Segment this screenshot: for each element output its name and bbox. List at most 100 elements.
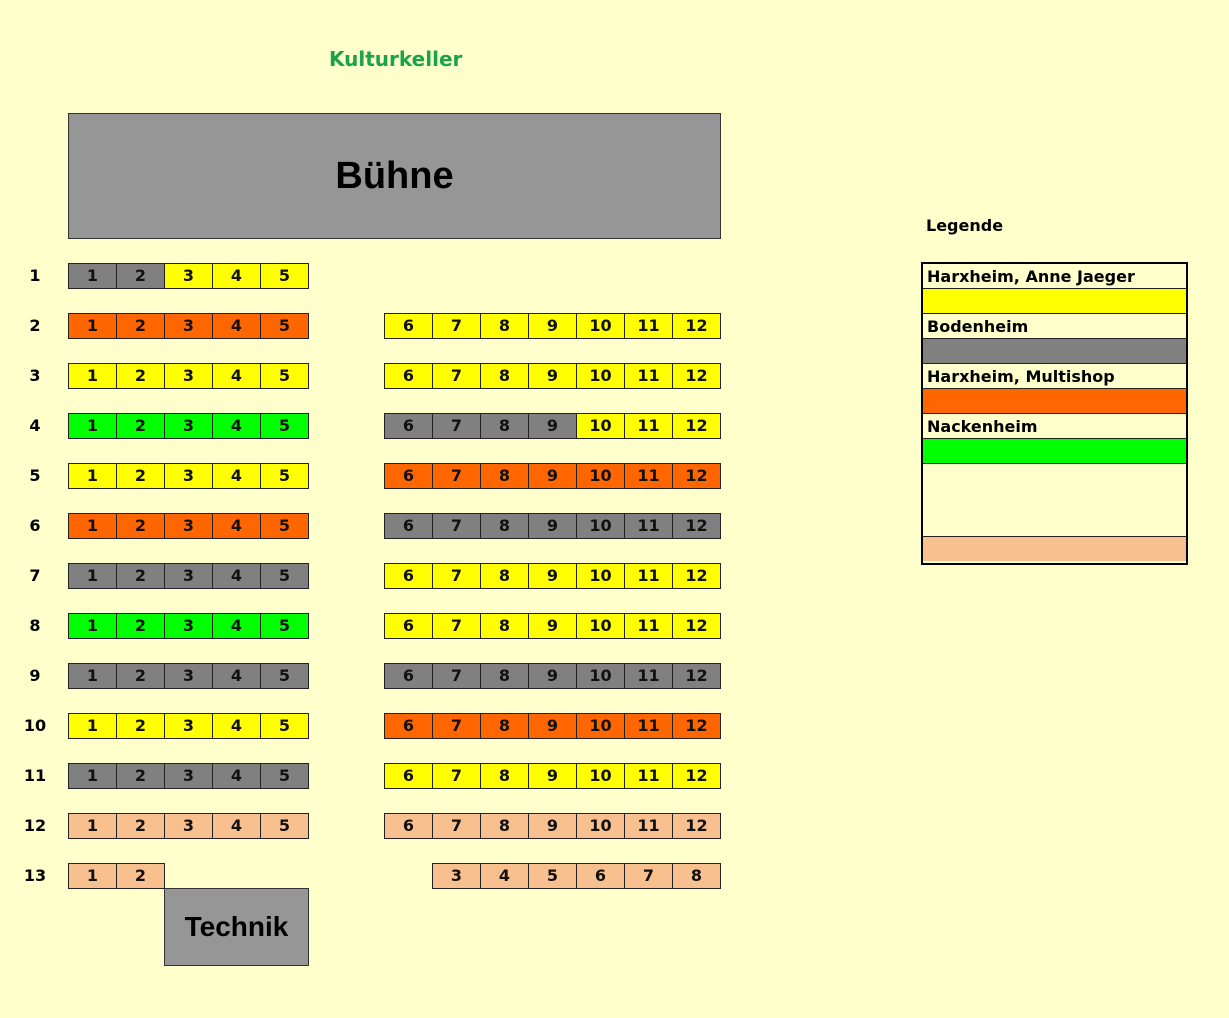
seat[interactable]: 9 [528, 413, 577, 439]
seat[interactable]: 2 [116, 813, 165, 839]
seat[interactable]: 1 [68, 513, 117, 539]
seat[interactable]: 10 [576, 363, 625, 389]
seat[interactable]: 9 [528, 563, 577, 589]
seat[interactable]: 1 [68, 613, 117, 639]
seat[interactable]: 12 [672, 813, 721, 839]
seat[interactable]: 4 [212, 613, 261, 639]
seat[interactable]: 11 [624, 563, 673, 589]
seat[interactable]: 8 [480, 763, 529, 789]
seat[interactable]: 6 [384, 513, 433, 539]
seat[interactable]: 11 [624, 313, 673, 339]
seat[interactable]: 8 [480, 563, 529, 589]
seat[interactable]: 7 [624, 863, 673, 889]
seat[interactable]: 6 [384, 413, 433, 439]
seat[interactable]: 1 [68, 663, 117, 689]
seat[interactable]: 1 [68, 563, 117, 589]
seat[interactable]: 3 [164, 763, 213, 789]
seat[interactable]: 12 [672, 563, 721, 589]
seat[interactable]: 4 [212, 663, 261, 689]
seat[interactable]: 4 [212, 563, 261, 589]
seat[interactable]: 5 [260, 263, 309, 289]
seat[interactable]: 2 [116, 513, 165, 539]
seat[interactable]: 1 [68, 813, 117, 839]
seat[interactable]: 8 [480, 463, 529, 489]
seat[interactable]: 7 [432, 713, 481, 739]
seat[interactable]: 6 [384, 363, 433, 389]
seat[interactable]: 3 [164, 563, 213, 589]
seat[interactable]: 4 [212, 713, 261, 739]
seat[interactable]: 5 [260, 763, 309, 789]
seat[interactable]: 9 [528, 463, 577, 489]
seat[interactable]: 1 [68, 713, 117, 739]
seat[interactable]: 5 [260, 413, 309, 439]
seat[interactable]: 9 [528, 513, 577, 539]
seat[interactable]: 11 [624, 413, 673, 439]
seat[interactable]: 9 [528, 713, 577, 739]
seat[interactable]: 11 [624, 763, 673, 789]
seat[interactable]: 8 [480, 713, 529, 739]
seat[interactable]: 12 [672, 413, 721, 439]
seat[interactable]: 9 [528, 663, 577, 689]
seat[interactable]: 1 [68, 763, 117, 789]
seat[interactable]: 11 [624, 713, 673, 739]
seat[interactable]: 3 [164, 263, 213, 289]
seat[interactable]: 3 [164, 813, 213, 839]
seat[interactable]: 6 [384, 713, 433, 739]
seat[interactable]: 3 [164, 613, 213, 639]
seat[interactable]: 9 [528, 313, 577, 339]
seat[interactable]: 3 [164, 513, 213, 539]
seat[interactable]: 2 [116, 263, 165, 289]
seat[interactable]: 7 [432, 313, 481, 339]
seat[interactable]: 3 [432, 863, 481, 889]
seat[interactable]: 1 [68, 413, 117, 439]
seat[interactable]: 8 [480, 513, 529, 539]
seat[interactable]: 4 [212, 313, 261, 339]
seat[interactable]: 9 [528, 613, 577, 639]
seat[interactable]: 6 [384, 613, 433, 639]
seat[interactable]: 10 [576, 613, 625, 639]
seat[interactable]: 12 [672, 463, 721, 489]
seat[interactable]: 2 [116, 663, 165, 689]
seat[interactable]: 4 [212, 813, 261, 839]
seat[interactable]: 3 [164, 713, 213, 739]
seat[interactable]: 2 [116, 413, 165, 439]
seat[interactable]: 6 [384, 563, 433, 589]
seat[interactable]: 5 [260, 613, 309, 639]
seat[interactable]: 12 [672, 313, 721, 339]
seat[interactable]: 7 [432, 463, 481, 489]
seat[interactable]: 2 [116, 763, 165, 789]
seat[interactable]: 11 [624, 463, 673, 489]
seat[interactable]: 9 [528, 763, 577, 789]
seat[interactable]: 12 [672, 513, 721, 539]
seat[interactable]: 8 [480, 663, 529, 689]
seat[interactable]: 1 [68, 313, 117, 339]
seat[interactable]: 10 [576, 413, 625, 439]
seat[interactable]: 1 [68, 363, 117, 389]
seat[interactable]: 8 [672, 863, 721, 889]
seat[interactable]: 4 [212, 513, 261, 539]
seat[interactable]: 3 [164, 363, 213, 389]
seat[interactable]: 7 [432, 763, 481, 789]
seat[interactable]: 5 [528, 863, 577, 889]
seat[interactable]: 4 [212, 363, 261, 389]
seat[interactable]: 5 [260, 663, 309, 689]
seat[interactable]: 6 [384, 463, 433, 489]
seat[interactable]: 2 [116, 463, 165, 489]
seat[interactable]: 1 [68, 863, 117, 889]
seat[interactable]: 7 [432, 513, 481, 539]
seat[interactable]: 4 [212, 263, 261, 289]
seat[interactable]: 5 [260, 813, 309, 839]
seat[interactable]: 10 [576, 813, 625, 839]
seat[interactable]: 2 [116, 613, 165, 639]
seat[interactable]: 10 [576, 663, 625, 689]
seat[interactable]: 4 [480, 863, 529, 889]
seat[interactable]: 1 [68, 463, 117, 489]
seat[interactable]: 6 [384, 813, 433, 839]
seat[interactable]: 6 [576, 863, 625, 889]
seat[interactable]: 7 [432, 363, 481, 389]
seat[interactable]: 2 [116, 313, 165, 339]
seat[interactable]: 4 [212, 413, 261, 439]
seat[interactable]: 10 [576, 463, 625, 489]
seat[interactable]: 2 [116, 363, 165, 389]
seat[interactable]: 11 [624, 363, 673, 389]
